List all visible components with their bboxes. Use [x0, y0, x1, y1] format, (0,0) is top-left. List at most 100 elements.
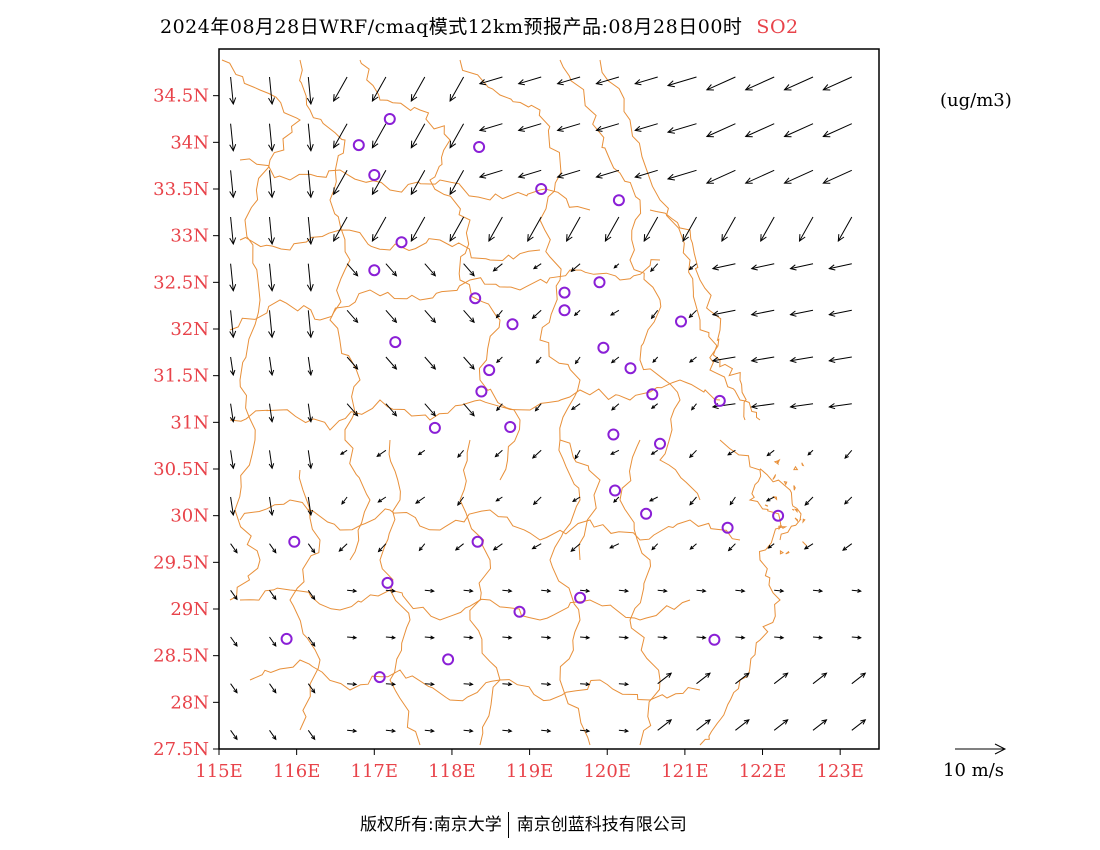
- wind-arrow: [269, 263, 273, 291]
- wind-arrow-head: [352, 364, 359, 370]
- wind-arrow-head: [371, 187, 379, 196]
- wind-arrow: [347, 589, 357, 592]
- wind-arrow-head: [430, 364, 437, 370]
- wind-arrow: [532, 309, 542, 319]
- wind-arrow: [784, 123, 814, 137]
- wind-arrow-head: [650, 314, 656, 320]
- wind-arrow-head: [454, 546, 460, 551]
- latitude-axis: 27.5N 28N 28.5N 29N 29.5N 30N 30.5N 31N 31.5N 32N…: [153, 86, 219, 760]
- wind-arrow-head: [711, 264, 719, 271]
- wind-arrow: [735, 589, 745, 592]
- scale-arrow-head: [994, 743, 1007, 755]
- wind-arrow: [385, 589, 395, 592]
- wind-arrow-head: [711, 356, 719, 363]
- station-marker: [471, 535, 484, 548]
- wind-arrow-head: [449, 94, 457, 103]
- longitude-axis: 115E 116E 117E 118E 119E 120E 121E 122E 123E: [195, 749, 864, 782]
- wind-arrow-head: [546, 728, 552, 733]
- wind-arrow-head: [643, 234, 651, 243]
- wind-arrow: [333, 76, 348, 102]
- wind-arrow: [307, 170, 312, 198]
- wind-arrow-head: [574, 454, 579, 460]
- station-marker: [428, 421, 441, 434]
- wind-arrow-head: [418, 546, 423, 552]
- wind-arrow-head: [268, 369, 275, 377]
- wind-arrow-head: [507, 728, 513, 733]
- station-marker: [597, 341, 610, 354]
- wind-arrow-head: [821, 719, 828, 725]
- wind-arrow: [424, 309, 436, 323]
- wind-arrow-head: [705, 177, 714, 184]
- wind-arrow-head: [689, 545, 694, 550]
- wind-arrow: [760, 216, 775, 242]
- wind-arrow-head: [610, 359, 616, 364]
- wind-arrow-head: [803, 545, 809, 550]
- wind-arrow: [269, 590, 277, 600]
- wind-arrow: [580, 683, 590, 685]
- wind-arrow-head: [391, 270, 398, 277]
- wind-arrow-head: [649, 497, 654, 502]
- wind-arrow: [572, 496, 581, 502]
- wind-arrow: [706, 123, 736, 137]
- wind-arrow: [346, 263, 358, 277]
- wind-arrow-head: [233, 735, 238, 741]
- wind-arrow: [269, 636, 277, 647]
- wind-arrow-head: [585, 635, 591, 640]
- wind-arrow-head: [268, 237, 275, 246]
- wind-arrow: [689, 449, 697, 458]
- wind-arrow: [745, 76, 775, 91]
- wind-arrow-head: [507, 635, 513, 640]
- wind-arrow: [378, 543, 387, 552]
- wind-arrow: [269, 216, 273, 245]
- wind-arrow-head: [306, 284, 314, 292]
- wind-arrow-head: [650, 405, 656, 410]
- wind-arrow-head: [804, 501, 810, 506]
- wind-arrow-head: [430, 317, 437, 324]
- wind-arrow: [479, 123, 503, 131]
- wind-arrow: [307, 216, 312, 245]
- wind-arrow-head: [310, 642, 316, 647]
- wind-arrow-head: [229, 416, 236, 423]
- wind-arrow: [340, 449, 348, 455]
- wind-arrow-head: [822, 130, 831, 138]
- wind-arrow-head: [469, 682, 474, 687]
- wind-arrow: [496, 309, 503, 318]
- wind-arrow-head: [782, 719, 789, 725]
- x-tick-label: 116E: [273, 761, 321, 782]
- wind-arrow: [518, 169, 542, 178]
- wind-arrow: [804, 543, 814, 550]
- wind-arrow: [230, 590, 238, 600]
- wind-arrow: [533, 263, 542, 270]
- wind-arrow: [712, 309, 736, 316]
- wind-arrow: [269, 356, 273, 376]
- wind-arrow-head: [860, 672, 867, 678]
- wind-arrow-head: [843, 500, 849, 505]
- wind-arrow: [751, 403, 775, 408]
- wind-arrow: [424, 263, 436, 277]
- y-tick-label: 29N: [170, 599, 209, 620]
- wind-arrow-head: [798, 234, 806, 243]
- wind-arrow-head: [609, 544, 614, 549]
- wind-arrow-head: [650, 267, 655, 273]
- wind-arrow: [385, 309, 397, 323]
- wind-arrow-head: [750, 356, 758, 363]
- wind-arrow: [230, 356, 234, 376]
- wind-arrow: [541, 636, 551, 639]
- wind-arrow-head: [272, 595, 277, 601]
- wind-arrow: [307, 310, 312, 338]
- wind-arrow-head: [818, 588, 824, 593]
- wind-arrow: [618, 729, 628, 732]
- wind-arrow: [341, 496, 348, 505]
- wind-arrow: [230, 496, 234, 516]
- wind-arrow-head: [229, 509, 236, 517]
- wind-arrow: [495, 449, 503, 457]
- wind-arrow-head: [818, 635, 824, 640]
- wind-arrow-head: [229, 97, 237, 106]
- wind-arrow-head: [711, 310, 719, 317]
- wind-arrow-head: [233, 688, 238, 694]
- wind-arrow-head: [469, 728, 474, 733]
- wind-arrow: [618, 589, 628, 592]
- wind-arrow-head: [688, 358, 694, 363]
- y-tick-label: 34.5N: [153, 86, 209, 107]
